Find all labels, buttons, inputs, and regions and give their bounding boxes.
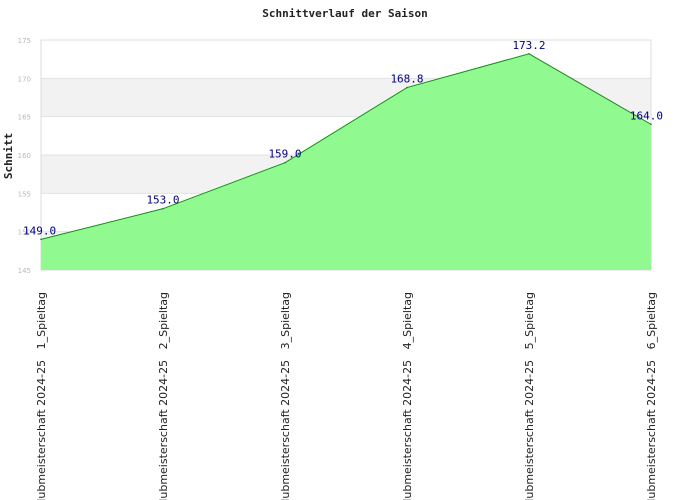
data-label: 173.2 xyxy=(512,39,545,52)
area-fill xyxy=(41,53,651,270)
area-layer xyxy=(40,53,652,270)
data-label: 153.0 xyxy=(146,194,179,207)
chart-title: Schnittverlauf der Saison xyxy=(262,7,428,20)
data-label: 164.0 xyxy=(630,109,663,122)
y-tick-label: 175 xyxy=(18,37,31,45)
x-tick-label: Clubmeisterschaft 2024-25 5_Spieltag xyxy=(523,292,536,500)
x-tick-label: Clubmeisterschaft 2024-25 4_Spieltag xyxy=(401,292,414,500)
y-tick-label: 150 xyxy=(18,229,31,237)
y-tick-label: 170 xyxy=(18,75,31,83)
data-label: 159.0 xyxy=(268,148,301,161)
series-line xyxy=(40,53,652,240)
x-tick-label: Clubmeisterschaft 2024-25 6_Spieltag xyxy=(645,292,658,500)
data-label: 168.8 xyxy=(390,73,423,86)
y-tick-label: 145 xyxy=(18,267,31,275)
y-axis-ticks: 145 150 155 160 165 170 175 xyxy=(18,37,31,275)
data-labels: 149.0 153.0 159.0 168.8 173.2 164.0 xyxy=(23,39,663,238)
data-point xyxy=(162,207,164,210)
data-point xyxy=(406,86,408,89)
data-point xyxy=(528,53,530,55)
y-tick-label: 165 xyxy=(18,114,31,122)
data-point xyxy=(284,161,286,164)
x-tick-label: Clubmeisterschaft 2024-25 2_Spieltag xyxy=(157,292,170,500)
x-axis-ticks: Clubmeisterschaft 2024-25 1_Spieltag Club… xyxy=(35,292,658,500)
x-tick-label: Clubmeisterschaft 2024-25 1_Spieltag xyxy=(35,292,48,500)
x-tick-label: Clubmeisterschaft 2024-25 3_Spieltag xyxy=(279,292,292,500)
y-axis-label: Schnitt xyxy=(2,133,15,179)
data-label: 149.0 xyxy=(23,224,56,237)
y-tick-label: 155 xyxy=(18,190,31,198)
y-tick-label: 160 xyxy=(18,152,31,160)
data-point xyxy=(40,238,42,241)
data-point xyxy=(650,123,652,126)
